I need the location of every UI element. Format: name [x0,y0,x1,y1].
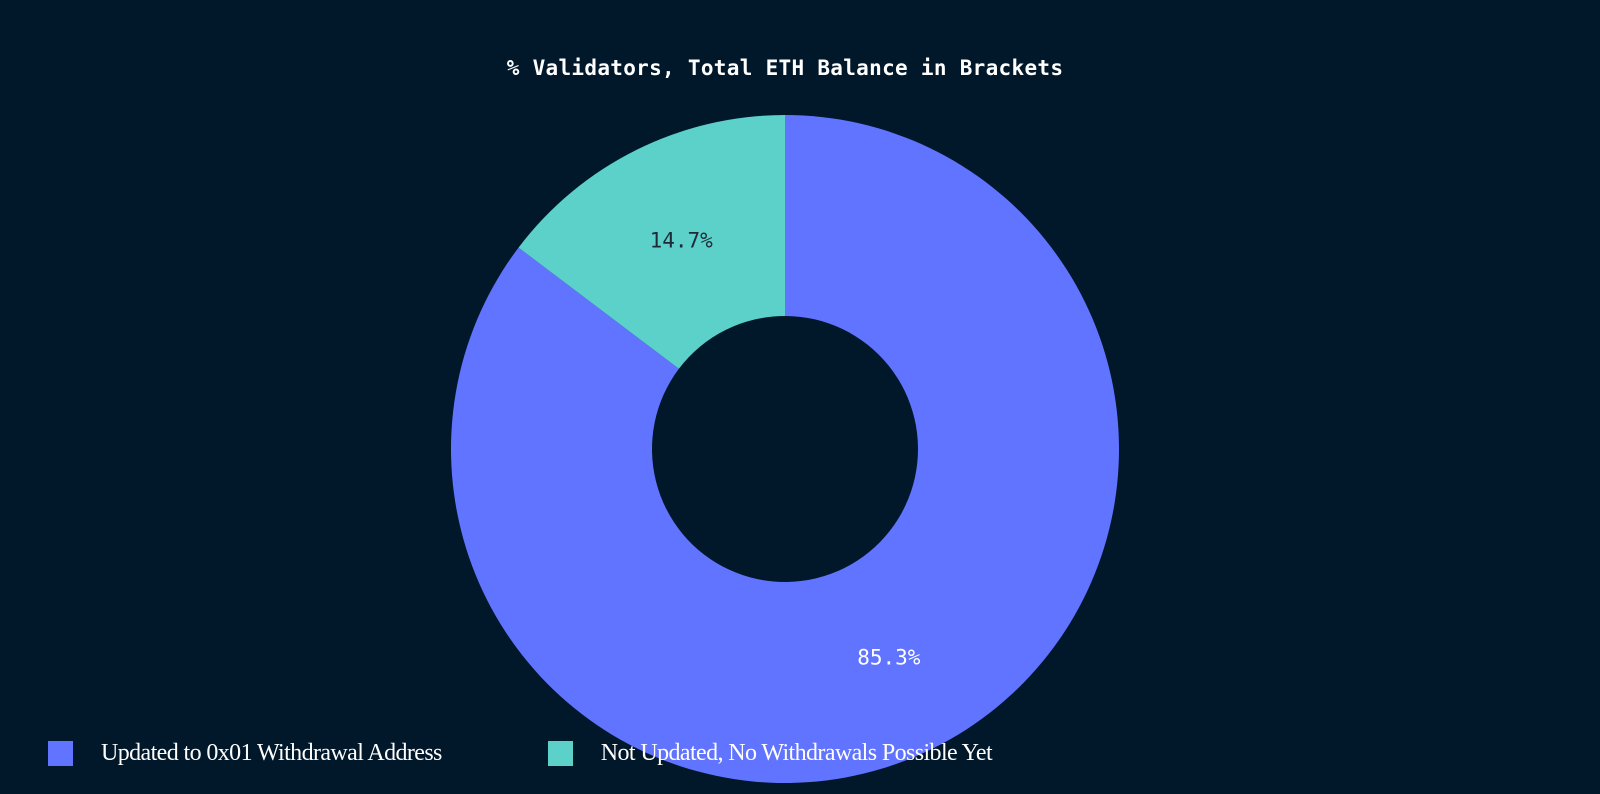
legend-swatch-updated [48,740,73,766]
legend-label-not-updated: Not Updated, No Withdrawals Possible Yet [600,739,993,766]
chart-title: % Validators, Total ETH Balance in Brack… [506,56,1064,80]
legend-item-updated[interactable]: Updated to 0x01 Withdrawal Address [48,740,442,767]
slice-updated-label: 85.3% [857,646,921,670]
legend-label-updated: Updated to 0x01 Withdrawal Address [101,739,442,766]
legend-item-not-updated[interactable]: Not Updated, No Withdrawals Possible Yet [547,739,993,767]
slices-group [451,115,1120,784]
slice-updated[interactable] [451,115,1120,784]
slice-not-updated-label: 14.7% [650,228,714,252]
slice-not-updated[interactable] [518,115,785,369]
legend-swatch-not-updated [547,740,573,766]
legend: Updated to 0x01 Withdrawal Address Not U… [48,738,1098,768]
slice-labels-group: 85.3% 14.7% [650,228,921,669]
